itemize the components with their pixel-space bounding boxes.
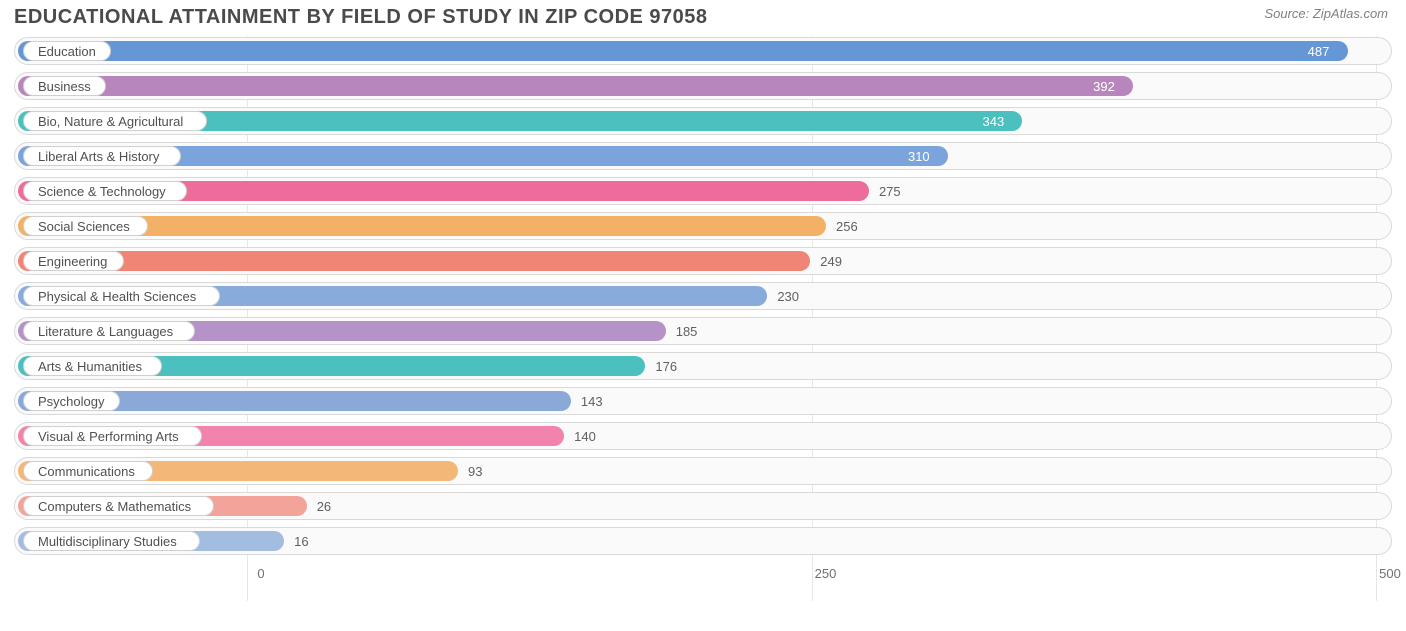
value-label: 487 bbox=[1308, 38, 1330, 64]
category-pill: Education bbox=[23, 41, 111, 61]
category-pill: Social Sciences bbox=[23, 216, 148, 236]
value-label: 230 bbox=[777, 283, 799, 309]
category-pill: Bio, Nature & Agricultural bbox=[23, 111, 207, 131]
x-tick-label: 500 bbox=[1379, 566, 1401, 581]
bar-row: Computers & Mathematics 26 bbox=[14, 492, 1392, 520]
bar-row: Literature & Languages 185 bbox=[14, 317, 1392, 345]
bar-row: Social Sciences 256 bbox=[14, 212, 1392, 240]
value-label: 275 bbox=[879, 178, 901, 204]
bar bbox=[18, 41, 1348, 61]
x-tick-label: 250 bbox=[815, 566, 837, 581]
value-label: 310 bbox=[908, 143, 930, 169]
bar-row: Liberal Arts & History 310 bbox=[14, 142, 1392, 170]
x-axis: 0250500 bbox=[14, 562, 1392, 592]
value-label: 185 bbox=[676, 318, 698, 344]
value-label: 140 bbox=[574, 423, 596, 449]
bar-row: Science & Technology 275 bbox=[14, 177, 1392, 205]
source-attribution: Source: ZipAtlas.com bbox=[1264, 6, 1388, 21]
value-label: 256 bbox=[836, 213, 858, 239]
value-label: 143 bbox=[581, 388, 603, 414]
chart-title: EDUCATIONAL ATTAINMENT BY FIELD OF STUDY… bbox=[14, 6, 708, 29]
bar-row: Business 392 bbox=[14, 72, 1392, 100]
value-label: 176 bbox=[655, 353, 677, 379]
category-pill: Computers & Mathematics bbox=[23, 496, 214, 516]
category-pill: Multidisciplinary Studies bbox=[23, 531, 200, 551]
bar-row: Multidisciplinary Studies 16 bbox=[14, 527, 1392, 555]
value-label: 392 bbox=[1093, 73, 1115, 99]
header: EDUCATIONAL ATTAINMENT BY FIELD OF STUDY… bbox=[0, 0, 1406, 33]
value-label: 26 bbox=[317, 493, 331, 519]
bar-row: Visual & Performing Arts 140 bbox=[14, 422, 1392, 450]
category-pill: Visual & Performing Arts bbox=[23, 426, 202, 446]
category-pill: Science & Technology bbox=[23, 181, 187, 201]
category-pill: Physical & Health Sciences bbox=[23, 286, 220, 306]
bar-row: Education 487 bbox=[14, 37, 1392, 65]
x-tick-label: 0 bbox=[257, 566, 264, 581]
chart-area: Education 487 Business 392 Bio, Nature & Agr… bbox=[0, 33, 1406, 555]
category-pill: Business bbox=[23, 76, 106, 96]
value-label: 16 bbox=[294, 528, 308, 554]
bar-row: Bio, Nature & Agricultural 343 bbox=[14, 107, 1392, 135]
bar-row: Arts & Humanities 176 bbox=[14, 352, 1392, 380]
category-pill: Engineering bbox=[23, 251, 124, 271]
bar-row: Communications 93 bbox=[14, 457, 1392, 485]
bar-row: Physical & Health Sciences 230 bbox=[14, 282, 1392, 310]
value-label: 249 bbox=[820, 248, 842, 274]
category-pill: Arts & Humanities bbox=[23, 356, 162, 376]
bar-row: Psychology 143 bbox=[14, 387, 1392, 415]
bar-row: Engineering 249 bbox=[14, 247, 1392, 275]
category-pill: Literature & Languages bbox=[23, 321, 195, 341]
category-pill: Psychology bbox=[23, 391, 120, 411]
category-pill: Communications bbox=[23, 461, 153, 481]
bar bbox=[18, 251, 810, 271]
bar bbox=[18, 76, 1133, 96]
category-pill: Liberal Arts & History bbox=[23, 146, 181, 166]
chart-container: { "title": "EDUCATIONAL ATTAINMENT BY FI… bbox=[0, 0, 1406, 631]
value-label: 343 bbox=[982, 108, 1004, 134]
value-label: 93 bbox=[468, 458, 482, 484]
